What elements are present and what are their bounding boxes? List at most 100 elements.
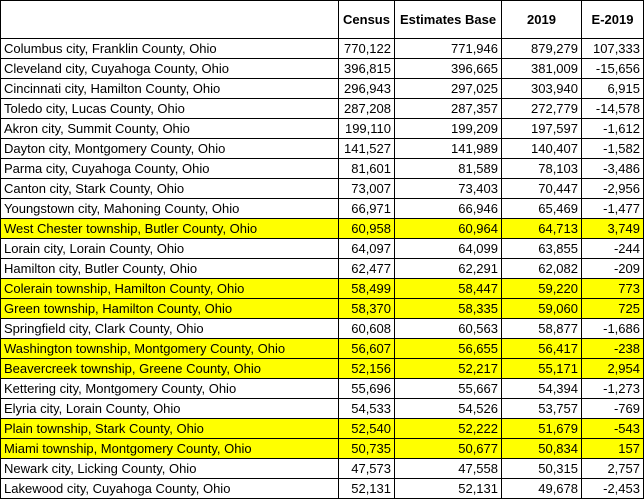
cell-e-2019[interactable]: -209	[581, 258, 644, 279]
cell-2019[interactable]: 56,417	[501, 338, 582, 359]
cell-2019[interactable]: 65,469	[501, 198, 582, 219]
cell-e-2019[interactable]: 6,915	[581, 78, 644, 99]
header-cell-e-2019[interactable]: E-2019	[581, 0, 644, 39]
cell-2019[interactable]: 50,834	[501, 438, 582, 459]
cell-place-name[interactable]: Akron city, Summit County, Ohio	[0, 118, 339, 139]
cell-place-name[interactable]: Toledo city, Lucas County, Ohio	[0, 98, 339, 119]
cell-e-2019[interactable]: -244	[581, 238, 644, 259]
cell-estimates-base[interactable]: 52,222	[394, 418, 502, 439]
cell-estimates-base[interactable]: 52,217	[394, 358, 502, 379]
cell-estimates-base[interactable]: 55,667	[394, 378, 502, 399]
cell-2019[interactable]: 381,009	[501, 58, 582, 79]
cell-2019[interactable]: 49,678	[501, 478, 582, 499]
cell-place-name[interactable]: Kettering city, Montgomery County, Ohio	[0, 378, 339, 399]
cell-e-2019[interactable]: -1,477	[581, 198, 644, 219]
cell-estimates-base[interactable]: 297,025	[394, 78, 502, 99]
cell-place-name[interactable]: Lorain city, Lorain County, Ohio	[0, 238, 339, 259]
cell-census[interactable]: 770,122	[338, 38, 395, 59]
cell-census[interactable]: 64,097	[338, 238, 395, 259]
cell-place-name[interactable]: Cincinnati city, Hamilton County, Ohio	[0, 78, 339, 99]
cell-place-name[interactable]: Plain township, Stark County, Ohio	[0, 418, 339, 439]
cell-place-name[interactable]: Miami township, Montgomery County, Ohio	[0, 438, 339, 459]
cell-e-2019[interactable]: 157	[581, 438, 644, 459]
cell-2019[interactable]: 70,447	[501, 178, 582, 199]
cell-estimates-base[interactable]: 60,964	[394, 218, 502, 239]
header-cell-2019[interactable]: 2019	[501, 0, 582, 39]
cell-2019[interactable]: 58,877	[501, 318, 582, 339]
cell-estimates-base[interactable]: 81,589	[394, 158, 502, 179]
cell-estimates-base[interactable]: 60,563	[394, 318, 502, 339]
cell-place-name[interactable]: Colerain township, Hamilton County, Ohio	[0, 278, 339, 299]
cell-census[interactable]: 60,958	[338, 218, 395, 239]
cell-estimates-base[interactable]: 199,209	[394, 118, 502, 139]
cell-estimates-base[interactable]: 141,989	[394, 138, 502, 159]
cell-census[interactable]: 141,527	[338, 138, 395, 159]
cell-place-name[interactable]: Washington township, Montgomery County, …	[0, 338, 339, 359]
cell-2019[interactable]: 55,171	[501, 358, 582, 379]
cell-e-2019[interactable]: -14,578	[581, 98, 644, 119]
cell-estimates-base[interactable]: 50,677	[394, 438, 502, 459]
cell-place-name[interactable]: Elyria city, Lorain County, Ohio	[0, 398, 339, 419]
cell-2019[interactable]: 64,713	[501, 218, 582, 239]
header-cell-census[interactable]: Census	[338, 0, 395, 39]
cell-estimates-base[interactable]: 64,099	[394, 238, 502, 259]
cell-census[interactable]: 81,601	[338, 158, 395, 179]
header-cell-estimates-base[interactable]: Estimates Base	[394, 0, 502, 39]
cell-census[interactable]: 199,110	[338, 118, 395, 139]
cell-census[interactable]: 52,540	[338, 418, 395, 439]
cell-estimates-base[interactable]: 52,131	[394, 478, 502, 499]
cell-e-2019[interactable]: -543	[581, 418, 644, 439]
cell-e-2019[interactable]: 3,749	[581, 218, 644, 239]
cell-estimates-base[interactable]: 73,403	[394, 178, 502, 199]
cell-census[interactable]: 55,696	[338, 378, 395, 399]
cell-census[interactable]: 47,573	[338, 458, 395, 479]
cell-place-name[interactable]: Green township, Hamilton County, Ohio	[0, 298, 339, 319]
cell-e-2019[interactable]: 725	[581, 298, 644, 319]
cell-e-2019[interactable]: -238	[581, 338, 644, 359]
cell-census[interactable]: 396,815	[338, 58, 395, 79]
cell-e-2019[interactable]: -769	[581, 398, 644, 419]
cell-census[interactable]: 52,156	[338, 358, 395, 379]
cell-census[interactable]: 58,370	[338, 298, 395, 319]
cell-e-2019[interactable]: -1,582	[581, 138, 644, 159]
cell-e-2019[interactable]: -2,453	[581, 478, 644, 499]
cell-2019[interactable]: 53,757	[501, 398, 582, 419]
cell-2019[interactable]: 62,082	[501, 258, 582, 279]
cell-2019[interactable]: 78,103	[501, 158, 582, 179]
cell-e-2019[interactable]: -1,686	[581, 318, 644, 339]
cell-census[interactable]: 60,608	[338, 318, 395, 339]
cell-census[interactable]: 287,208	[338, 98, 395, 119]
cell-estimates-base[interactable]: 54,526	[394, 398, 502, 419]
cell-2019[interactable]: 54,394	[501, 378, 582, 399]
cell-place-name[interactable]: Springfield city, Clark County, Ohio	[0, 318, 339, 339]
cell-census[interactable]: 56,607	[338, 338, 395, 359]
cell-census[interactable]: 54,533	[338, 398, 395, 419]
header-cell-name[interactable]	[0, 0, 339, 39]
cell-2019[interactable]: 50,315	[501, 458, 582, 479]
cell-estimates-base[interactable]: 47,558	[394, 458, 502, 479]
cell-estimates-base[interactable]: 58,335	[394, 298, 502, 319]
cell-place-name[interactable]: Lakewood city, Cuyahoga County, Ohio	[0, 478, 339, 499]
cell-e-2019[interactable]: 773	[581, 278, 644, 299]
cell-2019[interactable]: 272,779	[501, 98, 582, 119]
cell-place-name[interactable]: Newark city, Licking County, Ohio	[0, 458, 339, 479]
cell-e-2019[interactable]: 107,333	[581, 38, 644, 59]
cell-estimates-base[interactable]: 396,665	[394, 58, 502, 79]
cell-e-2019[interactable]: 2,757	[581, 458, 644, 479]
cell-place-name[interactable]: Dayton city, Montgomery County, Ohio	[0, 138, 339, 159]
cell-2019[interactable]: 51,679	[501, 418, 582, 439]
cell-2019[interactable]: 197,597	[501, 118, 582, 139]
cell-2019[interactable]: 303,940	[501, 78, 582, 99]
cell-estimates-base[interactable]: 771,946	[394, 38, 502, 59]
cell-census[interactable]: 52,131	[338, 478, 395, 499]
cell-place-name[interactable]: Cleveland city, Cuyahoga County, Ohio	[0, 58, 339, 79]
cell-census[interactable]: 66,971	[338, 198, 395, 219]
cell-estimates-base[interactable]: 287,357	[394, 98, 502, 119]
cell-e-2019[interactable]: 2,954	[581, 358, 644, 379]
cell-place-name[interactable]: Parma city, Cuyahoga County, Ohio	[0, 158, 339, 179]
cell-e-2019[interactable]: -1,273	[581, 378, 644, 399]
cell-place-name[interactable]: Youngstown city, Mahoning County, Ohio	[0, 198, 339, 219]
cell-estimates-base[interactable]: 58,447	[394, 278, 502, 299]
cell-place-name[interactable]: Beavercreek township, Greene County, Ohi…	[0, 358, 339, 379]
cell-census[interactable]: 62,477	[338, 258, 395, 279]
